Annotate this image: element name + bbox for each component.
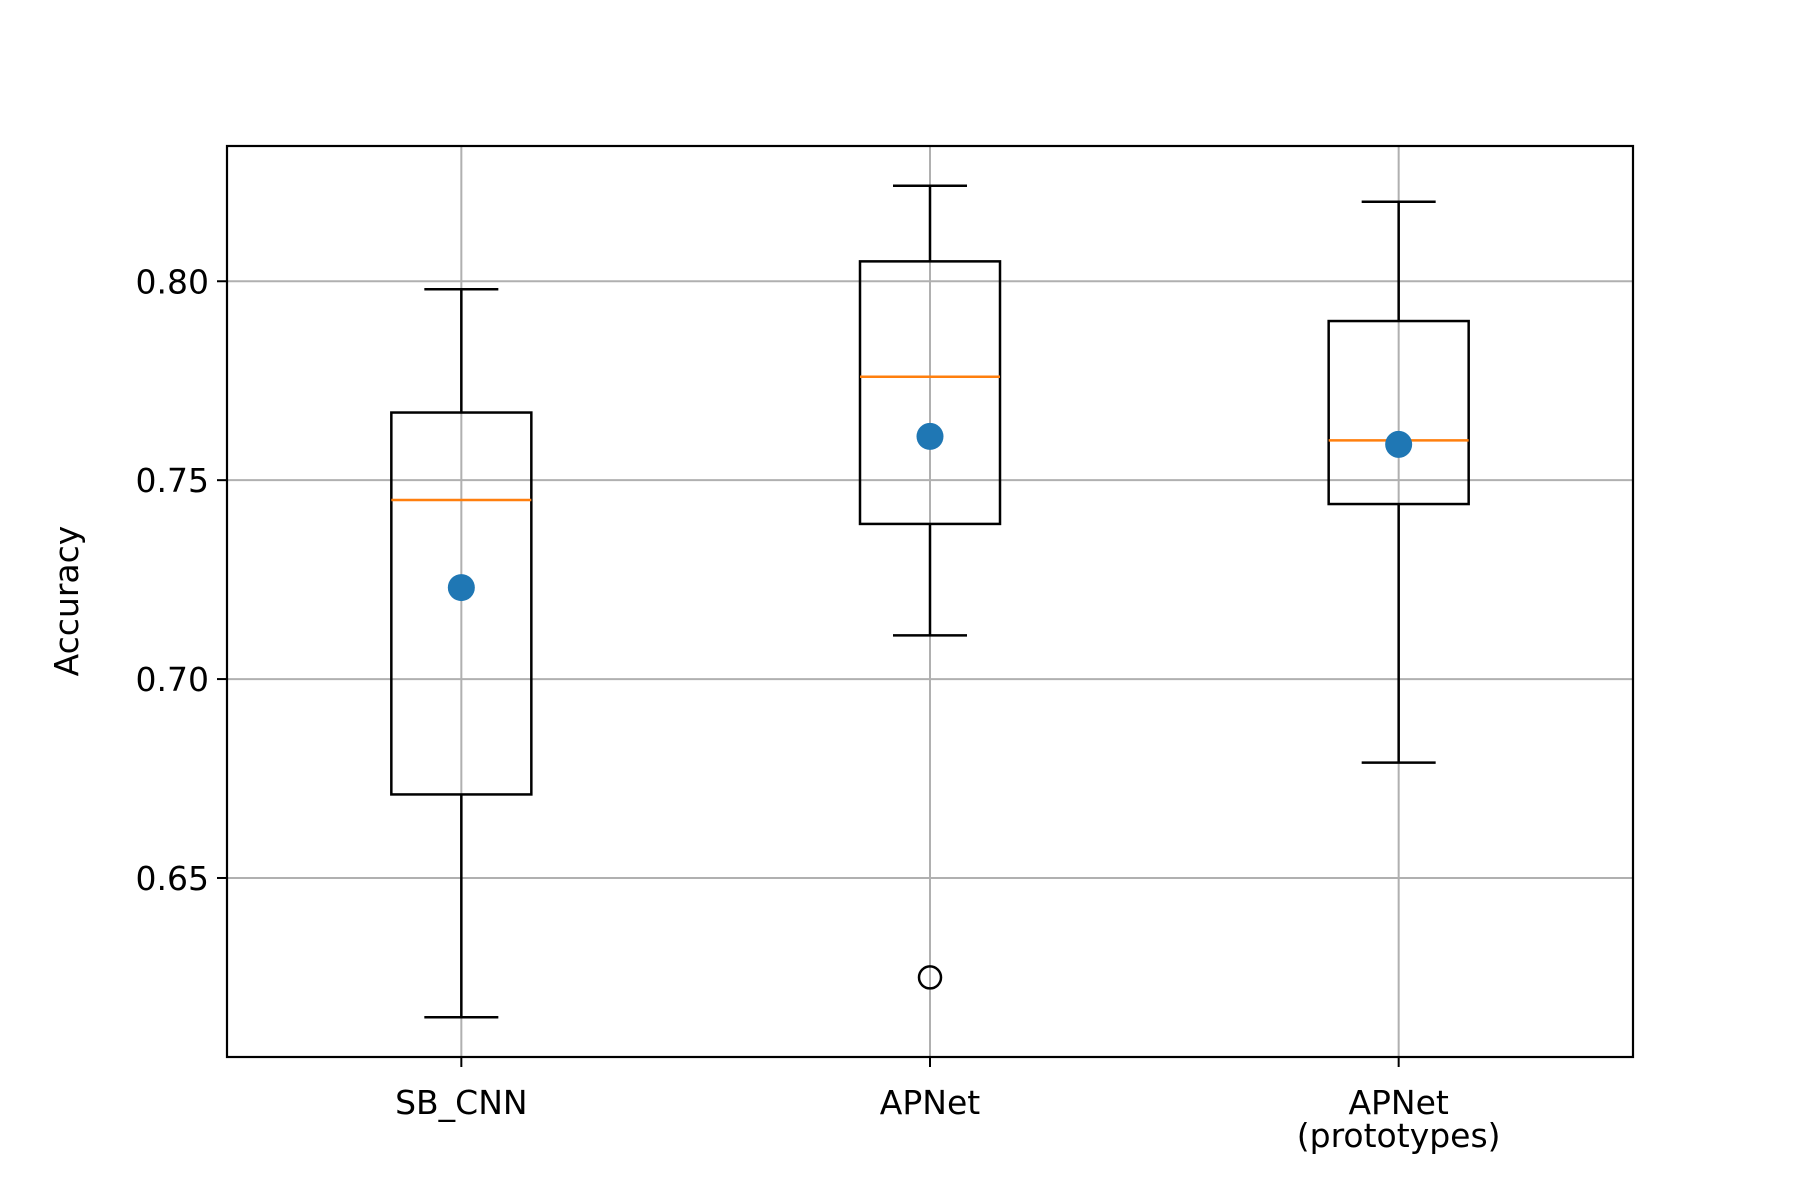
x-tick-label: APNet (prototypes) xyxy=(1297,1083,1501,1155)
ticks: 0.65 0.70 0.75 0.80 SB_CNN APNet APNet (prototy… xyxy=(136,262,1501,1155)
mean-point xyxy=(1385,430,1413,458)
iqr-box xyxy=(390,411,533,796)
y-tick-label: 0.75 xyxy=(136,461,209,500)
boxes xyxy=(390,184,1470,1019)
y-tick-label: 0.80 xyxy=(136,262,209,301)
iqr-box xyxy=(858,260,1002,526)
y-axis-label: Accuracy xyxy=(47,526,86,677)
iqr-box xyxy=(1327,319,1470,506)
x-tick-label: APNet xyxy=(880,1083,980,1122)
outlier-point xyxy=(917,965,943,990)
mean-point xyxy=(916,422,944,450)
y-tick-label: 0.65 xyxy=(136,859,209,898)
y-tick-label: 0.70 xyxy=(136,660,209,699)
mean-point xyxy=(447,574,475,602)
x-tick-label: SB_CNN xyxy=(395,1083,528,1122)
